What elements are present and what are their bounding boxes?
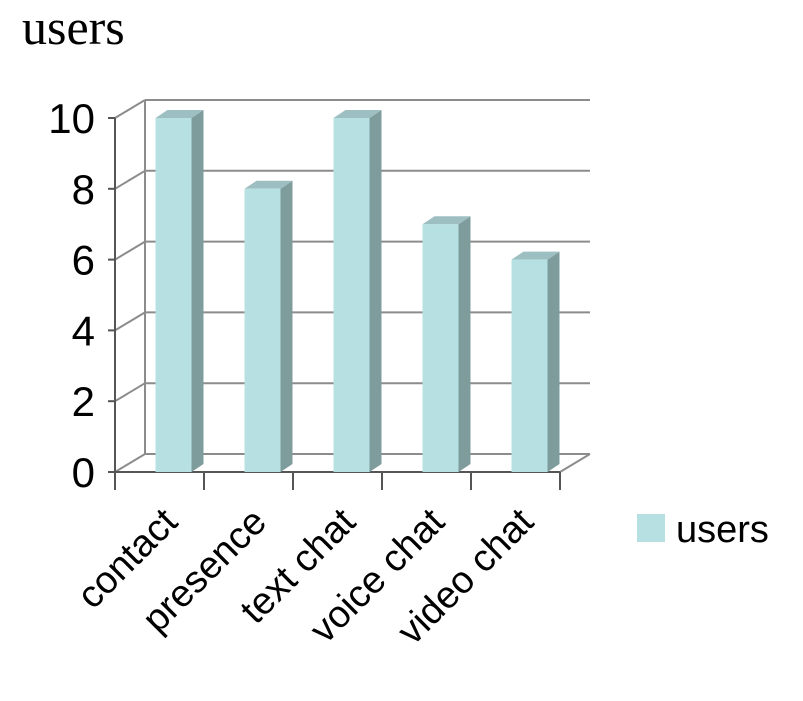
gridline-depth (114, 453, 146, 473)
bar-top (422, 216, 471, 225)
bar-side (547, 251, 560, 472)
bar (155, 118, 192, 472)
bar-side (458, 216, 471, 472)
bar-top (244, 180, 293, 189)
bar-side (280, 180, 293, 473)
bar (511, 259, 548, 472)
y-tick-labels: 0 2 4 6 8 10 (48, 95, 95, 496)
floor-right-edge (559, 453, 591, 473)
y-tick-label: 4 (72, 307, 95, 354)
y-tick-label: 8 (72, 166, 95, 213)
gridline-depth (114, 99, 146, 119)
bars-layer (155, 110, 560, 473)
legend: users (637, 509, 769, 551)
y-tick-label: 2 (72, 378, 95, 425)
bar (422, 224, 459, 472)
bar-top (333, 110, 382, 118)
bar-top (511, 251, 560, 260)
gridline-depth (114, 240, 146, 261)
y-tick-label: 10 (48, 95, 95, 142)
legend-label: users (676, 509, 769, 551)
y-tick-label: 6 (72, 237, 95, 284)
gridline-depth (114, 311, 146, 332)
bar-side (191, 110, 204, 472)
bar (333, 118, 370, 472)
chart-title: users (22, 0, 125, 55)
gridline-depth (114, 169, 146, 190)
bar-side (369, 110, 382, 472)
legend-swatch (637, 514, 665, 542)
y-tick-label: 0 (72, 449, 95, 496)
bar (244, 188, 281, 473)
bar-top (155, 110, 204, 118)
gridline-depth (114, 382, 146, 403)
